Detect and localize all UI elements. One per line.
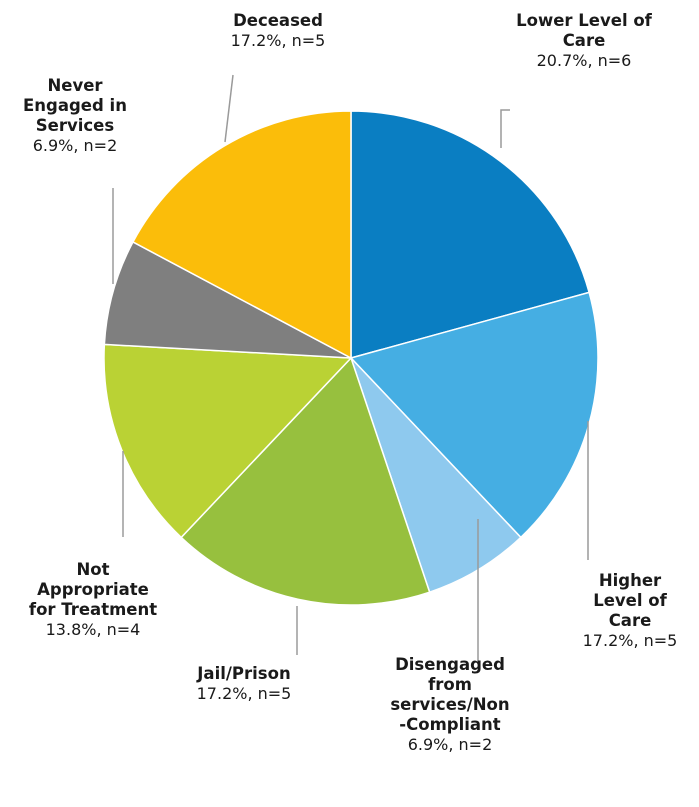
slice-label-name-line: Disengaged [395,655,505,674]
slice-label-name-line: Services [36,116,115,135]
slice-label-higher-level-of-care: Higher Level of Care 17.2%, n=5 [583,571,678,650]
slice-label-name-line: Appropriate [37,580,149,599]
slice-label-not-appropriate-for-treatment: Not Appropriate for Treatment 13.8%, n=4 [29,560,157,639]
pie-slice-lower-level-of-care [350,110,591,359]
slice-value-label: 13.8%, n=4 [46,620,141,639]
pie-slices [103,110,599,606]
slice-value-label: 6.9%, n=2 [408,735,493,754]
slice-label-name-line: Not [76,560,109,579]
slice-value-label: 17.2%, n=5 [583,631,678,650]
slice-label-name-line: Care [563,31,606,50]
leader-line-deceased [224,74,234,143]
slice-label-name-line: from [428,675,472,694]
slice-label-name-line: Lower Level of [516,11,653,30]
slice-label-name-line: services/Non [390,695,509,714]
slice-label-name-line: Engaged in [23,96,127,115]
slice-label-name-line: for Treatment [29,600,157,619]
pie-slice-jail-prison [180,356,431,606]
slice-value-label: 6.9%, n=2 [33,136,118,155]
pie-slice-higher-level-of-care [349,291,599,539]
slice-label-disengaged-from-services-non-compliant: Disengaged from services/Non -Compliant 6.9%… [390,655,509,754]
pie-slice-deceased [131,110,352,360]
slice-label-name-line: Deceased [233,11,323,30]
leader-lines [112,74,589,662]
slice-value-label: 20.7%, n=6 [537,51,632,70]
slice-label-jail-prison: Jail/Prison 17.2%, n=5 [196,664,291,703]
slice-label-name-line: Jail/Prison [196,664,290,683]
pie-slice-not-appropriate-for-treatment [103,343,353,539]
leader-line-lower-level-of-care [500,109,510,148]
slice-label-deceased: Deceased 17.2%, n=5 [231,11,326,50]
slice-label-lower-level-of-care: Lower Level of Care 20.7%, n=6 [516,11,653,70]
slice-label-name-line: Care [609,611,652,630]
pie-slice-never-engaged-in-services [103,240,352,359]
slice-label-never-engaged-in-services: Never Engaged in Services 6.9%, n=2 [23,76,127,155]
slice-label-name-line: Never [47,76,103,95]
slice-label-name-line: -Compliant [399,715,500,734]
slice-label-name-line: Higher [599,571,662,590]
slice-value-label: 17.2%, n=5 [231,31,326,50]
slice-value-label: 17.2%, n=5 [197,684,292,703]
slice-label-name-line: Level of [593,591,667,610]
